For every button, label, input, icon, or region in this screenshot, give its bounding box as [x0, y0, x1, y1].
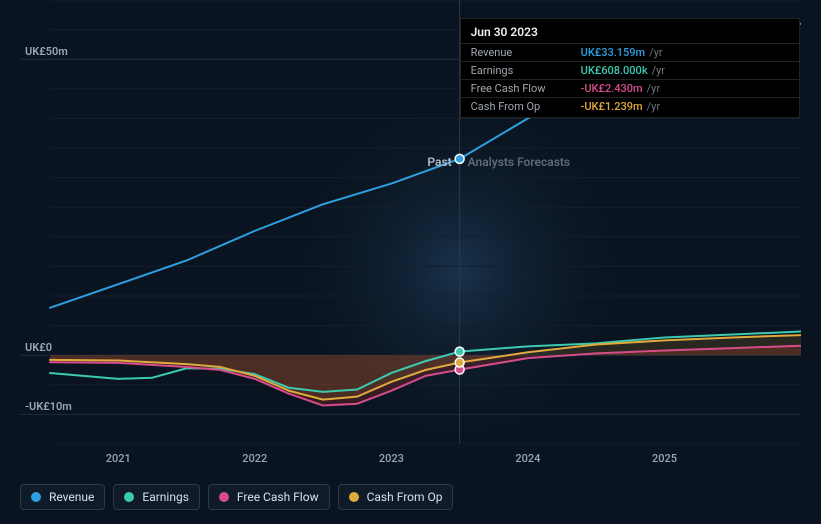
x-tick-label: 2025 [652, 452, 677, 465]
y-tick-label: UK£0 [25, 341, 52, 354]
tooltip-row: Free Cash Flow-UK£2.430m/yr [461, 79, 799, 97]
tooltip-metric-value: -UK£2.430m [581, 82, 643, 95]
x-tick-label: 2021 [106, 452, 131, 465]
legend-item-revenue[interactable]: Revenue [20, 484, 105, 510]
legend-dot-icon [349, 492, 359, 502]
tooltip-suffix: /yr [647, 82, 660, 95]
past-section-label: Past [427, 155, 451, 169]
y-tick-label: UK£50m [25, 45, 68, 58]
tooltip-metric-value: -UK£1.239m [581, 100, 643, 113]
legend-label: Free Cash Flow [237, 490, 319, 504]
tooltip-metric-label: Cash From Op [471, 100, 581, 113]
tooltip-row: EarningsUK£608.000k/yr [461, 61, 799, 79]
tooltip-date: Jun 30 2023 [461, 25, 799, 43]
legend-dot-icon [124, 492, 134, 502]
tooltip-row: Cash From Op-UK£1.239m/yr [461, 97, 799, 115]
x-tick-label: 2022 [242, 452, 267, 465]
data-tooltip: Jun 30 2023 RevenueUK£33.159m/yrEarnings… [460, 18, 800, 118]
legend-dot-icon [31, 492, 41, 502]
legend-dot-icon [219, 492, 229, 502]
tooltip-metric-value: UK£33.159m [581, 46, 646, 59]
tooltip-metric-label: Revenue [471, 46, 581, 59]
tooltip-suffix: /yr [649, 46, 662, 59]
x-tick-label: 2024 [515, 452, 540, 465]
legend-item-fcf[interactable]: Free Cash Flow [208, 484, 330, 510]
tooltip-metric-label: Free Cash Flow [471, 82, 581, 95]
tooltip-suffix: /yr [647, 100, 660, 113]
chart-legend: Revenue Earnings Free Cash Flow Cash From O… [20, 484, 453, 510]
legend-label: Cash From Op [367, 490, 443, 504]
financial-forecast-chart: UK£50m UK£0 -UK£10m 2021 2022 2023 2024 2025 P… [0, 0, 821, 524]
legend-label: Earnings [142, 490, 189, 504]
legend-item-cfo[interactable]: Cash From Op [338, 484, 454, 510]
x-tick-label: 2023 [379, 452, 404, 465]
tooltip-metric-label: Earnings [471, 64, 581, 77]
forecast-section-label: Analysts Forecasts [468, 155, 570, 169]
y-tick-label: -UK£10m [25, 400, 72, 413]
plot-area[interactable]: UK£50mUK£0-UK£10m 20212022202320242025 P… [20, 0, 801, 444]
legend-label: Revenue [49, 490, 94, 504]
tooltip-suffix: /yr [652, 64, 665, 77]
legend-item-earnings[interactable]: Earnings [113, 484, 200, 510]
tooltip-metric-value: UK£608.000k [581, 64, 648, 77]
tooltip-row: RevenueUK£33.159m/yr [461, 43, 799, 61]
